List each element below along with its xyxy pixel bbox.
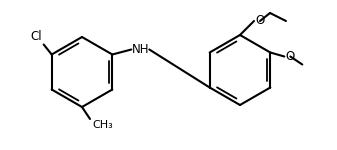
Text: Cl: Cl	[30, 30, 42, 42]
Text: NH: NH	[132, 43, 150, 56]
Text: O: O	[255, 15, 264, 27]
Text: CH₃: CH₃	[92, 120, 113, 130]
Text: O: O	[285, 50, 295, 63]
